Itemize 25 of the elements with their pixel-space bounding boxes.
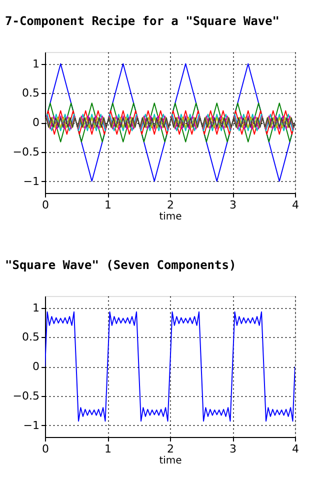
y-tick-label: 1	[32, 301, 40, 314]
x-tick-label: 3	[230, 442, 236, 456]
y-tick-label: −1	[23, 418, 40, 432]
x-tick-label: 0	[42, 442, 49, 456]
y-tick-label: 0.5	[22, 330, 40, 344]
x-tick-label: 1	[104, 442, 112, 456]
chart-title: "Square Wave" (Seven Components)	[5, 258, 236, 272]
y-tick-label: 0	[32, 360, 40, 373]
y-tick-label: −1	[23, 174, 40, 188]
x-tick-label: 3	[230, 198, 236, 212]
y-tick-label: −0.5	[12, 389, 40, 402]
y-tick-label: −0.5	[12, 145, 40, 158]
x-axis-title: time	[159, 456, 182, 466]
chart-title: 7-Component Recipe for a "Square Wave"	[5, 14, 280, 28]
x-tick-label: 1	[104, 198, 112, 212]
y-tick-label: 1	[32, 57, 40, 70]
x-tick-label: 4	[292, 442, 299, 456]
x-tick-label: 0	[42, 198, 49, 212]
y-tick-label: 0	[32, 116, 40, 129]
x-tick-label: 2	[167, 198, 174, 212]
y-tick-label: 0.5	[22, 86, 40, 100]
x-tick-label: 4	[292, 198, 299, 212]
x-axis-title: time	[159, 212, 182, 222]
x-tick-label: 2	[167, 442, 174, 456]
line-series	[45, 311, 295, 422]
